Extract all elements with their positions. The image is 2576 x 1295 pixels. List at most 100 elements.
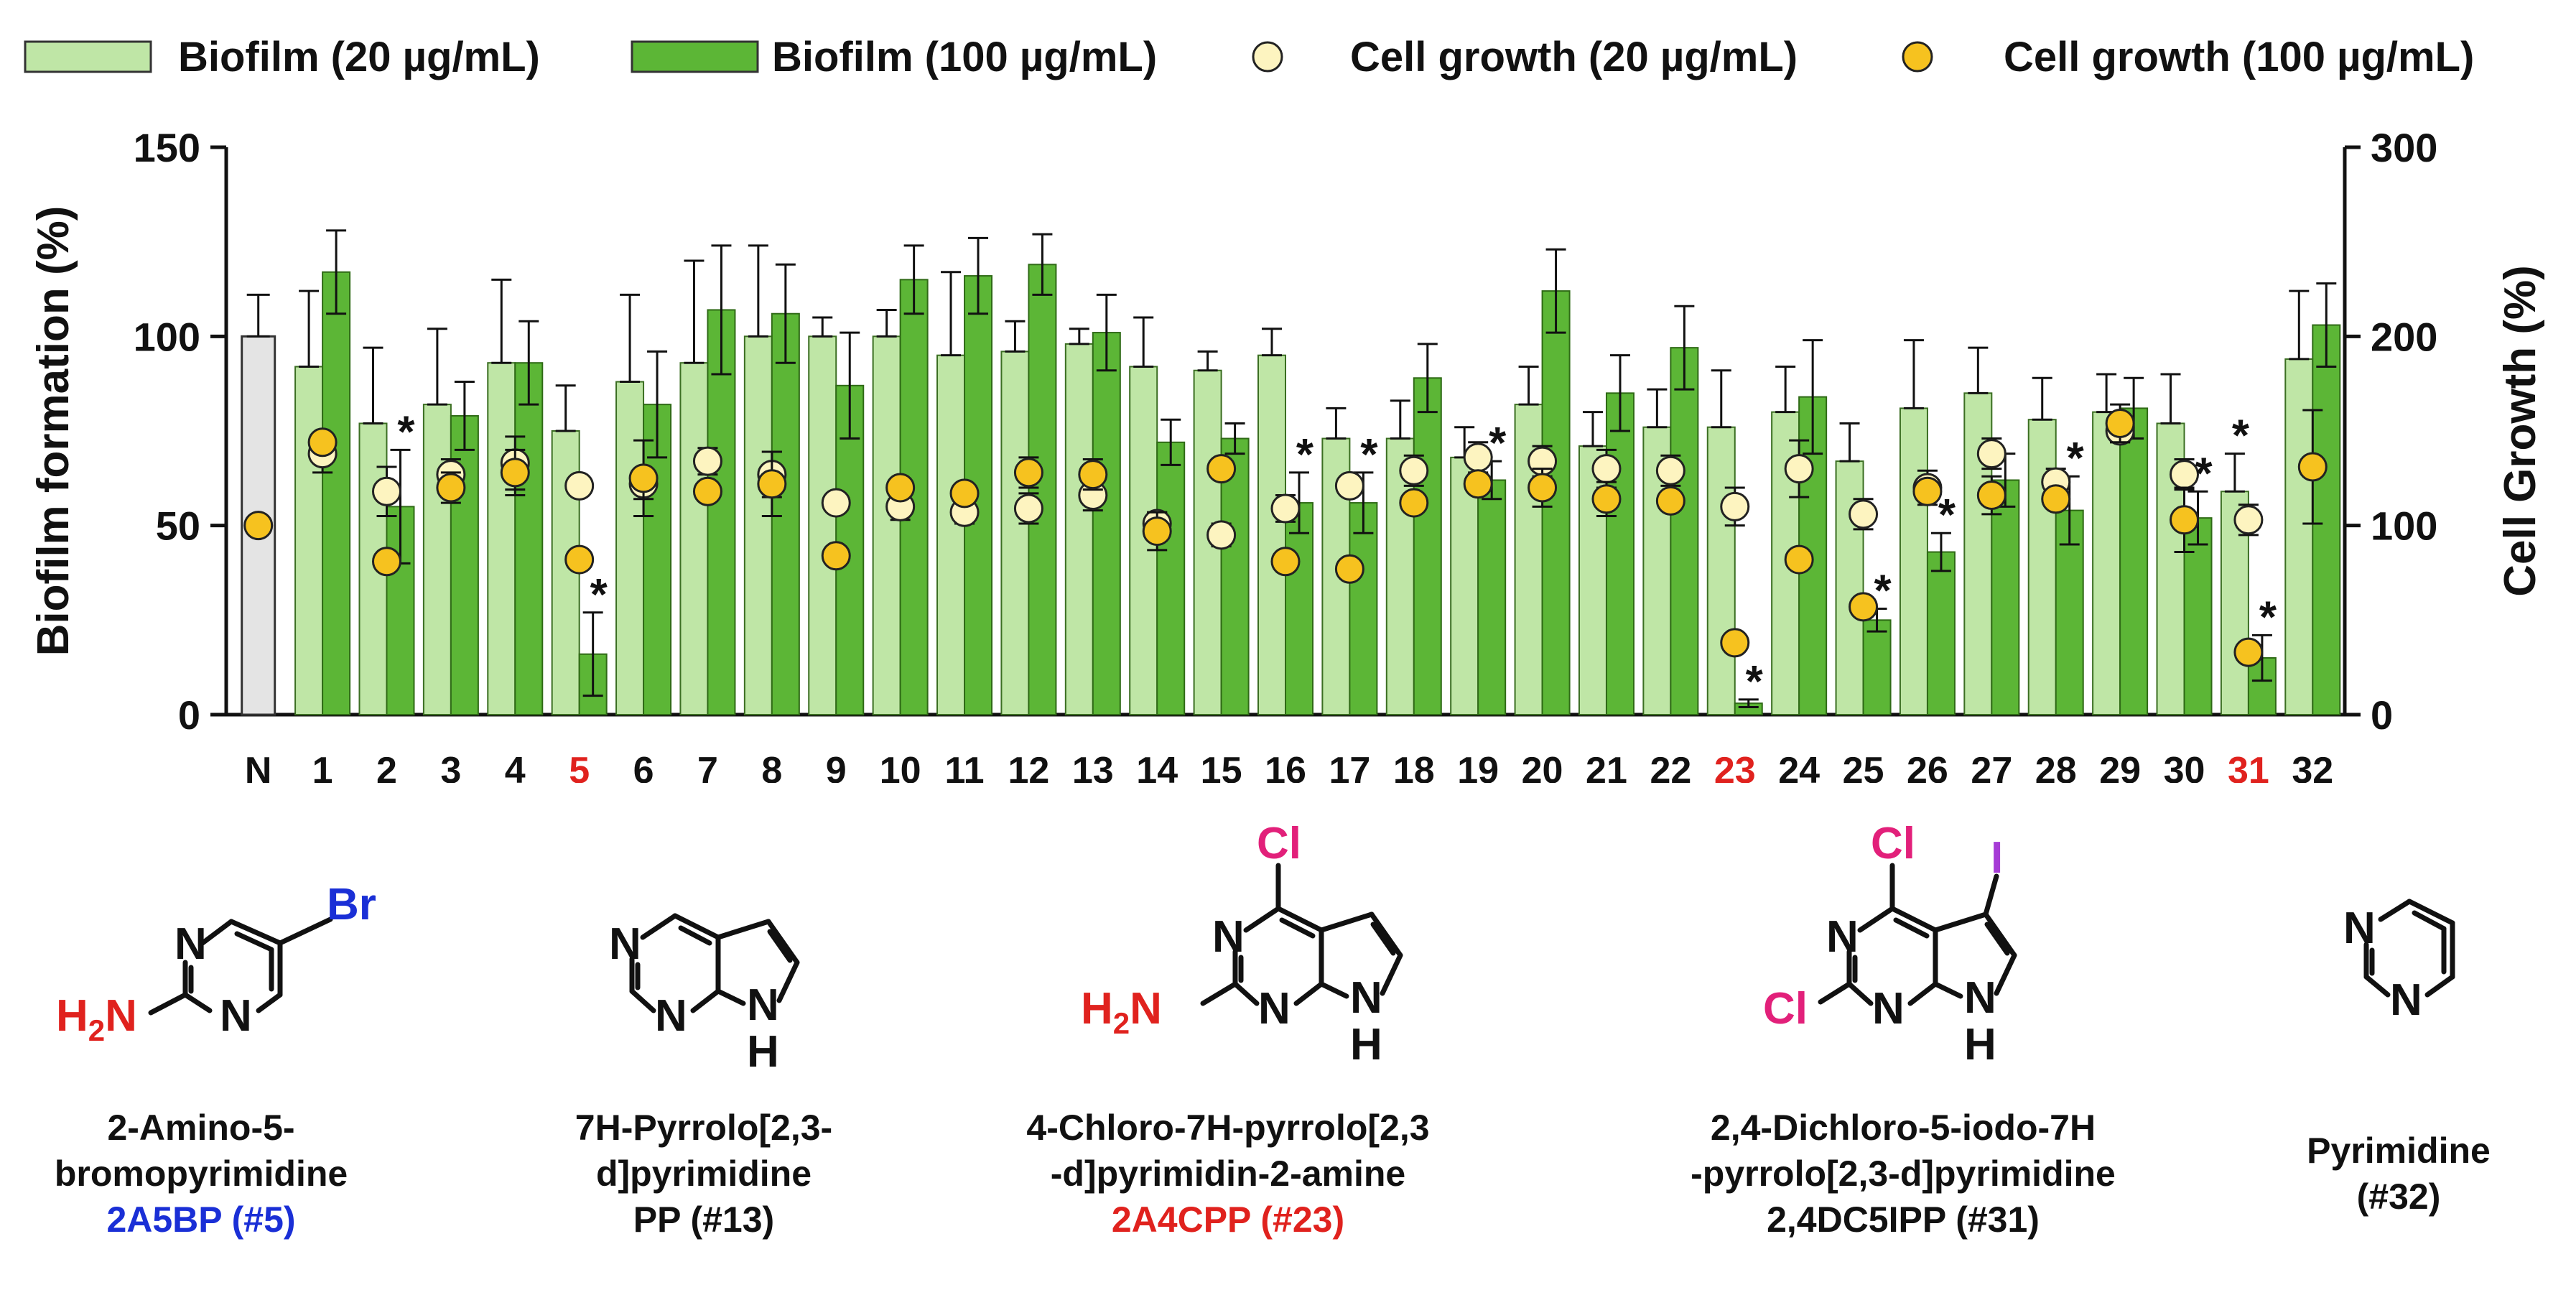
bar-biofilm-20	[2027, 419, 2057, 715]
bar-biofilm-20	[808, 335, 837, 716]
atom-br: Br	[327, 880, 376, 929]
point-growth-100	[1655, 486, 1685, 516]
atom-h2n: H2N	[56, 991, 137, 1047]
structure-pp: N N N H	[609, 913, 800, 1077]
bar-biofilm-100	[1670, 347, 1699, 715]
point-growth-100	[436, 473, 466, 503]
significance-star: *	[1489, 419, 1507, 468]
legend-label-growth-20: Cell growth (20 µg/mL)	[1350, 34, 1798, 80]
caption-2a4cpp: 4-Chloro-7H-pyrrolo[2,3 -d]pyrimidin-2-a…	[977, 1105, 1479, 1243]
point-growth-100	[1142, 516, 1172, 547]
atom-n-2: N	[2390, 975, 2422, 1025]
left-tick-label: 100	[134, 314, 200, 359]
category-label: 6	[633, 750, 654, 783]
point-growth-20	[692, 446, 722, 476]
bar-biofilm-100	[1862, 619, 1892, 715]
category-label: 18	[1393, 750, 1435, 783]
point-growth-100	[1976, 481, 2007, 511]
point-growth-20	[821, 488, 851, 518]
significance-star: *	[1938, 491, 1956, 540]
category-label: 14	[1136, 750, 1178, 783]
point-growth-20	[1655, 455, 1685, 486]
legend-marker-growth-100	[1902, 41, 1933, 73]
significance-star: *	[1746, 657, 1764, 707]
point-growth-20	[1976, 439, 2007, 469]
bar-biofilm-20	[1000, 351, 1030, 715]
point-growth-100	[307, 427, 338, 458]
point-growth-20	[1463, 442, 1493, 473]
category-label: 4	[505, 750, 526, 783]
bar-biofilm-100	[1349, 502, 1378, 715]
point-growth-100	[692, 476, 722, 506]
atom-i: I	[1991, 833, 2003, 883]
category-label: 32	[2292, 750, 2333, 783]
bar-biofilm-100	[1926, 551, 1956, 715]
category-label: 28	[2035, 750, 2077, 783]
point-growth-100	[821, 541, 851, 571]
atom-n-2: N	[220, 991, 252, 1041]
category-label: 10	[880, 750, 921, 783]
caption-code: PP (#13)	[633, 1199, 775, 1240]
point-growth-20	[1399, 455, 1429, 486]
atom-cl: Cl	[1257, 819, 1301, 868]
point-growth-100	[628, 463, 659, 493]
atom-n-1: N	[2343, 904, 2376, 953]
atom-cl-1: Cl	[1871, 819, 1915, 868]
caption-line: 7H-Pyrrolo[2,3-	[575, 1108, 833, 1148]
point-growth-100	[757, 469, 787, 499]
caption-code: 2A5BP (#5)	[106, 1199, 296, 1240]
point-growth-100	[1270, 547, 1301, 577]
caption-line: 4-Chloro-7H-pyrrolo[2,3	[1026, 1108, 1430, 1148]
caption-pyrimidine: Pyrimidine (#32)	[2262, 1128, 2535, 1220]
category-label: 30	[2164, 750, 2205, 783]
point-growth-100	[1013, 458, 1043, 488]
bar-biofilm-100	[771, 312, 800, 715]
category-label: 17	[1329, 750, 1370, 783]
right-tick-label: 200	[2371, 314, 2437, 359]
bar-biofilm-100	[1156, 441, 1186, 715]
significance-star: *	[590, 570, 608, 620]
point-growth-100	[1334, 554, 1364, 584]
caption-pp: 7H-Pyrrolo[2,3- d]pyrimidine PP (#13)	[531, 1105, 876, 1243]
category-label: 20	[1522, 750, 1563, 783]
atom-n-3: N	[747, 980, 779, 1030]
bar-biofilm-100	[2119, 407, 2149, 716]
point-growth-100	[2297, 452, 2328, 482]
bar-biofilm-20	[487, 362, 516, 715]
atom-n-1: N	[175, 919, 207, 969]
category-label: 21	[1586, 750, 1627, 783]
right-axis-title: Cell Growth (%)	[2496, 265, 2545, 597]
category-label: 9	[826, 750, 847, 783]
point-growth-100	[1078, 460, 1108, 490]
caption-line: -pyrrolo[2,3-d]pyrimidine	[1691, 1154, 2116, 1194]
point-growth-20	[564, 470, 595, 501]
legend-label-biofilm-20: Biofilm (20 µg/mL)	[178, 34, 540, 80]
caption-code: 2,4DC5IPP (#31)	[1767, 1199, 2040, 1240]
significance-star: *	[2232, 412, 2250, 461]
left-tick-label: 150	[134, 125, 200, 170]
bar-biofilm-100	[1541, 290, 1571, 715]
significance-star: *	[1360, 430, 1378, 480]
bar-biofilm-100	[1991, 479, 2020, 715]
left-tick-label: 50	[156, 503, 200, 549]
bar-biofilm-100	[1413, 377, 1442, 715]
bar-biofilm-100	[2312, 324, 2341, 715]
category-label: 8	[761, 750, 782, 783]
chart: 0 50 100 150 0 100 200 300 Biofilm formation (%)…	[24, 34, 2545, 783]
point-growth-100	[2170, 505, 2200, 535]
point-growth-100	[1591, 484, 1622, 514]
category-label: N	[245, 750, 272, 783]
bar-biofilm-20	[2284, 358, 2314, 715]
bar-biofilm-100	[1605, 392, 1635, 715]
caption-line: d]pyrimidine	[595, 1154, 812, 1194]
caption-code: (#32)	[2356, 1176, 2441, 1217]
caption-code: 2A4CPP (#23)	[1111, 1199, 1345, 1240]
atom-cl-2: Cl	[1763, 984, 1808, 1034]
atom-n-2: N	[655, 991, 687, 1041]
category-label: 15	[1201, 750, 1242, 783]
bar-biofilm-100	[1477, 479, 1507, 715]
point-growth-100	[1399, 488, 1429, 518]
right-tick-label: 300	[2371, 125, 2437, 170]
atom-n-3: N	[1350, 973, 1382, 1023]
point-growth-20	[1784, 454, 1814, 484]
